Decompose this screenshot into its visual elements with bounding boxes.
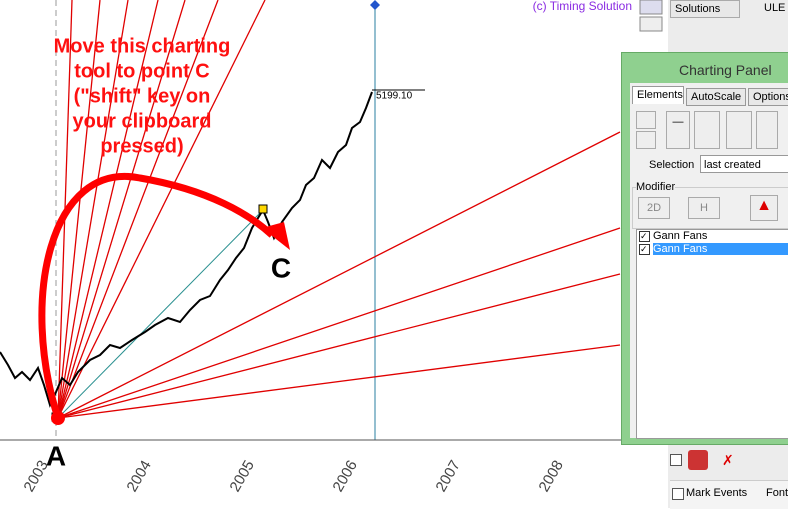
tab[interactable]: ULE — [764, 2, 786, 14]
handle[interactable] — [258, 204, 268, 214]
pen-tool[interactable] — [694, 111, 720, 149]
panel-body: Elements AutoScale Options — Selection l… — [630, 83, 788, 439]
list-item[interactable]: ✓ Gann Fans — [637, 230, 788, 243]
lock-tool[interactable] — [756, 111, 778, 149]
line-tool[interactable]: — — [666, 111, 690, 149]
label-a: A — [46, 440, 66, 471]
list-item[interactable]: ✓ Gann Fans — [637, 243, 788, 256]
globe-button[interactable] — [639, 0, 663, 15]
annotation-line: Move this charting — [54, 35, 231, 57]
arrow-head — [262, 222, 290, 250]
charting-panel: Charting Panel Elements AutoScale Option… — [621, 52, 788, 445]
dropdown-button[interactable] — [639, 16, 663, 32]
item-label: Gann Fans — [653, 230, 708, 242]
label-c: C — [271, 252, 291, 283]
price-label: 5199.10 — [376, 91, 413, 102]
save-button[interactable] — [636, 131, 656, 149]
modifier-button[interactable]: 2D — [638, 197, 670, 219]
tab[interactable]: Elements — [632, 86, 684, 104]
bottom-bar: Mark Events Font — [670, 480, 788, 509]
annotation: Move this charting tool to point C ("shi… — [54, 35, 231, 157]
icon[interactable] — [688, 450, 708, 470]
icon[interactable]: ✗ — [722, 452, 734, 468]
tab[interactable]: Solutions — [670, 0, 740, 18]
up-button[interactable]: ▲ — [750, 195, 778, 221]
copy-tool[interactable] — [726, 111, 752, 149]
annotation-line: ("shift" key on — [74, 85, 211, 107]
modifier-label: Modifier — [636, 181, 676, 193]
selection-label: Selection — [649, 159, 695, 171]
arrow — [38, 172, 275, 420]
selection-dropdown[interactable]: last created — [700, 155, 788, 173]
panel-title: Charting Panel — [679, 62, 772, 78]
time-marker — [370, 0, 380, 10]
open-button[interactable] — [636, 111, 656, 129]
annotation-line: pressed) — [100, 135, 183, 157]
point-a — [51, 411, 65, 425]
checkbox[interactable]: ✓ — [639, 244, 650, 255]
chart-bg — [0, 0, 668, 508]
fan-base — [57, 209, 264, 419]
annotation-line: your clipboard — [73, 110, 212, 132]
copyright: (c) Timing Solution — [533, 0, 632, 13]
item-label: Gann Fans — [653, 243, 788, 255]
font-label: Font — [766, 487, 788, 499]
checkbox[interactable]: ✓ — [639, 231, 650, 242]
gann-fan — [57, 0, 621, 419]
annotation-line: tool to point C — [74, 60, 210, 82]
modifier-button[interactable]: H — [688, 197, 720, 219]
mark-events-label: Mark Events — [686, 487, 748, 499]
modifier-group — [632, 187, 788, 229]
tab[interactable]: AutoScale — [686, 88, 746, 106]
tab[interactable]: Options — [748, 88, 788, 106]
checkbox[interactable] — [672, 488, 684, 500]
checkbox[interactable] — [670, 454, 682, 466]
element-list: ✓ Gann Fans ✓ Gann Fans — [636, 229, 788, 439]
